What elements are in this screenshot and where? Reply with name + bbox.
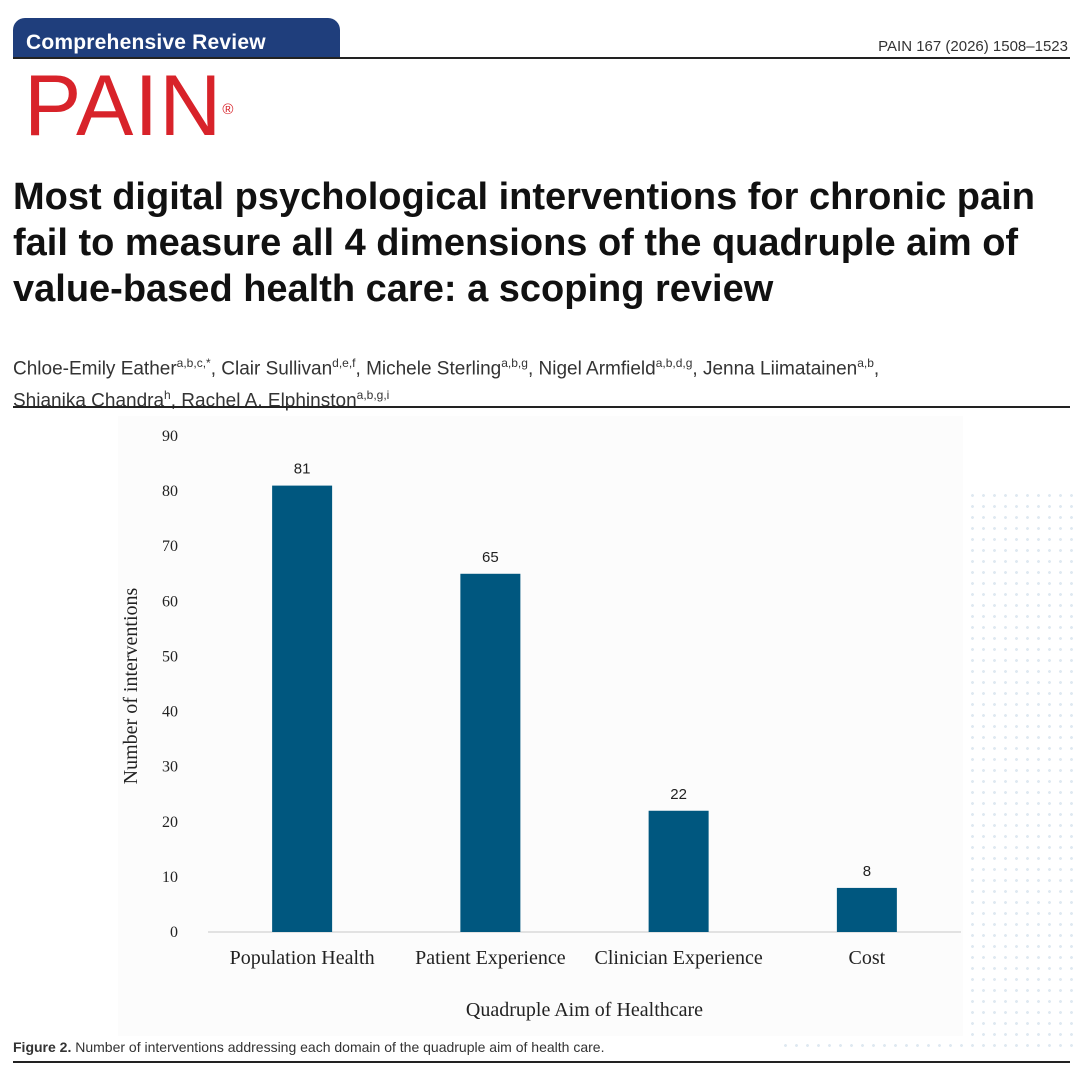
author-separator: ,	[692, 358, 703, 380]
author-affiliation: h	[164, 388, 171, 403]
bar-patient-experience	[460, 573, 521, 932]
y-tick-label: 60	[162, 593, 178, 610]
author-name: Chloe-Emily Eather	[13, 358, 177, 380]
y-tick-label: 80	[162, 483, 178, 500]
data-label: 8	[863, 863, 871, 880]
author-name: Jenna Liimatainen	[702, 358, 858, 380]
y-tick-label: 50	[162, 648, 178, 665]
bar-population-health	[272, 485, 333, 932]
y-tick-label: 70	[162, 538, 178, 555]
journal-logo-text: PAIN	[24, 58, 223, 154]
x-tick-label: Population Health	[230, 947, 375, 969]
y-tick-label: 10	[162, 869, 178, 886]
header-divider	[13, 406, 1070, 408]
y-tick-label: 0	[170, 924, 178, 941]
x-axis-title: Quadruple Aim of Healthcare	[466, 999, 703, 1021]
y-tick-label: 40	[162, 704, 178, 721]
author-separator: ,	[170, 390, 182, 412]
author-name: Nigel Armfield	[538, 358, 656, 380]
bar-clinician-experience	[648, 810, 709, 932]
author-affiliation: a,b,g,i	[356, 388, 390, 403]
author-affiliation: a,b,g	[501, 356, 528, 370]
author-separator: ,	[527, 358, 539, 380]
x-tick-label: Clinician Experience	[594, 947, 762, 969]
figure-caption-text: Number of interventions addressing each …	[71, 1039, 605, 1055]
figure-caption-label: Figure 2.	[13, 1039, 72, 1055]
y-tick-label: 30	[162, 759, 178, 776]
author-name: Michele Sterling	[366, 358, 502, 380]
author-affiliation: d,e,f	[332, 356, 356, 370]
journal-citation: PAIN 167 (2026) 1508–1523	[878, 38, 1068, 55]
author-name: Clair Sullivan	[221, 358, 333, 380]
author-list: Chloe-Emily Eathera,b,c,*, Clair Sulliva…	[13, 350, 1073, 415]
section-tab: Comprehensive Review	[13, 18, 340, 58]
data-label: 81	[294, 461, 311, 478]
author-separator: ,	[210, 358, 222, 380]
article-title: Most digital psychological interventions…	[13, 176, 1035, 310]
top-divider	[13, 57, 1070, 59]
bottom-divider	[13, 1061, 1070, 1063]
data-label: 65	[482, 549, 499, 566]
figure-2: 0 10 20 30 40 50 60 70 80 90 Number of interventio…	[118, 416, 963, 1036]
y-tick-label: 20	[162, 814, 178, 831]
author-affiliation: a,b	[857, 356, 874, 370]
author-separator: ,	[873, 358, 880, 380]
author-affiliation: a,b,c,*	[176, 356, 211, 370]
figure-caption: Figure 2. Number of interventions addres…	[13, 1039, 604, 1055]
section-label: Comprehensive Review	[26, 31, 266, 54]
x-tick-label: Patient Experience	[415, 947, 566, 969]
data-label: 22	[670, 786, 687, 803]
author-affiliation: a,b,d,g	[655, 356, 693, 370]
journal-logo: PAIN®	[24, 63, 233, 149]
author-name: Rachel A. Elphinston	[181, 390, 357, 412]
bar-cost	[836, 887, 897, 932]
author-separator: ,	[355, 358, 367, 380]
registered-mark: ®	[222, 101, 234, 118]
y-tick-label: 90	[162, 428, 178, 445]
author-name: Shianika Chandra	[13, 390, 165, 412]
x-tick-label: Cost	[849, 947, 886, 969]
y-axis-title: Number of interventions	[120, 587, 142, 784]
bar-chart: 0 10 20 30 40 50 60 70 80 90 Number of interventio…	[120, 428, 961, 1021]
